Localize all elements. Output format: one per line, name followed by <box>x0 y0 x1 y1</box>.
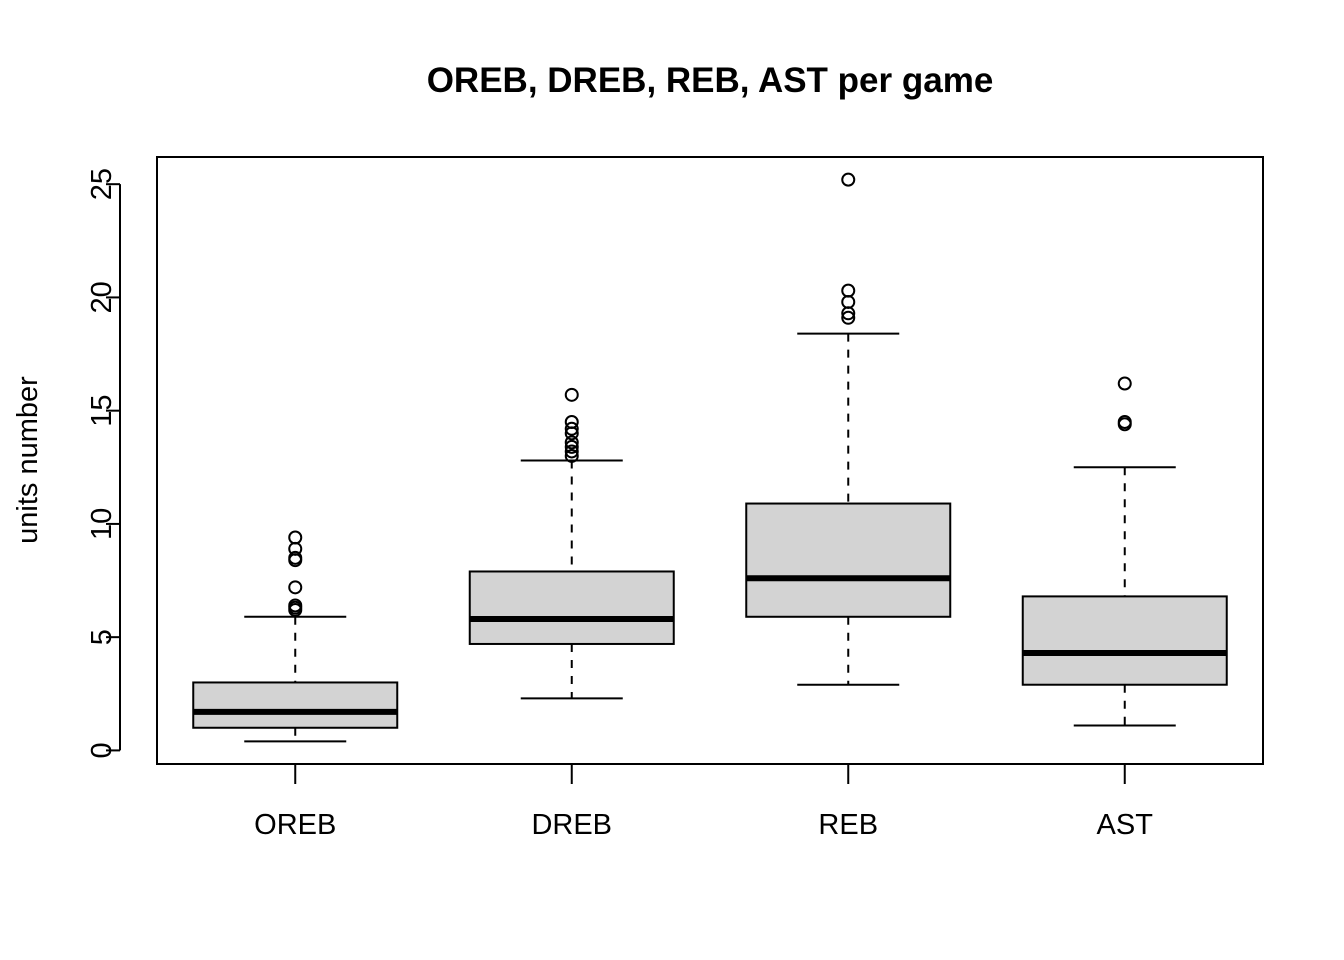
box-iqr <box>1021 595 1228 686</box>
outlier-point <box>841 283 856 298</box>
box-iqr <box>745 502 952 618</box>
x-tick-label: REB <box>818 809 878 841</box>
outlier-point <box>841 294 856 309</box>
box-ast <box>1021 376 1228 727</box>
outlier-point <box>564 448 579 463</box>
outlier-point <box>288 541 303 556</box>
box-dreb <box>468 387 675 700</box>
x-axis: OREB DREB REB AST <box>254 763 1154 841</box>
box-iqr <box>192 681 399 729</box>
y-tick-label: 15 <box>86 395 118 427</box>
outlier-point <box>564 421 579 436</box>
y-tick-label: 0 <box>86 742 118 758</box>
y-axis-label: units number <box>12 376 44 544</box>
box-reb <box>745 172 952 686</box>
y-tick-label: 25 <box>86 168 118 200</box>
chart-title: OREB, DREB, REB, AST per game <box>427 61 994 100</box>
x-tick-label: OREB <box>254 809 336 841</box>
y-tick-label: 10 <box>86 508 118 540</box>
y-tick-label: 20 <box>86 281 118 313</box>
outlier-point <box>288 598 303 613</box>
outlier-point <box>564 444 579 459</box>
x-tick-label: AST <box>1097 809 1154 841</box>
box-oreb <box>192 530 399 743</box>
y-tick-label: 5 <box>86 629 118 645</box>
outlier-point <box>1117 414 1132 429</box>
box-iqr <box>468 570 675 645</box>
outlier-point <box>288 530 303 545</box>
outlier-point <box>564 439 579 454</box>
outlier-point <box>564 414 579 429</box>
outlier-point <box>288 580 303 595</box>
y-axis: 0 5 10 15 20 25 <box>86 168 121 758</box>
outlier-point <box>564 435 579 450</box>
box-series <box>192 172 1228 743</box>
x-tick-label: DREB <box>531 809 612 841</box>
outlier-point <box>841 310 856 325</box>
outlier-point <box>564 387 579 402</box>
outlier-point <box>288 550 303 565</box>
outlier-point <box>841 172 856 187</box>
outlier-point <box>1117 376 1132 391</box>
